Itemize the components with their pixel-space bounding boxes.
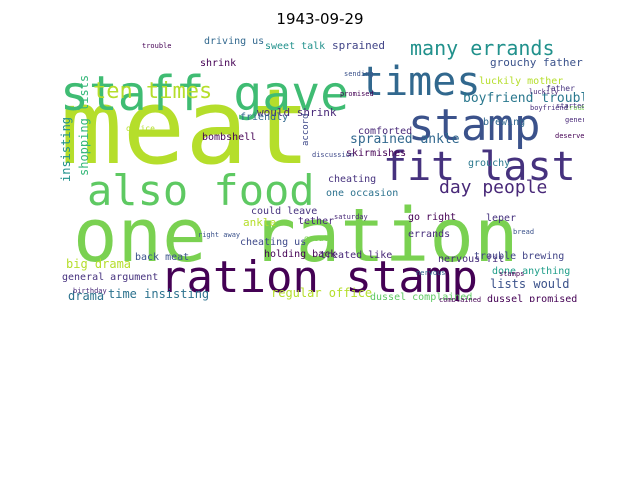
cloud-word: promised: [340, 90, 374, 98]
cloud-word: deserve: [555, 132, 584, 140]
cloud-word: ankle: [243, 216, 276, 229]
cloud-word: father: [546, 84, 575, 93]
cloud-word: bombshell: [202, 132, 256, 143]
cloud-word: friendly: [240, 112, 288, 123]
cloud-word: dussel promised: [487, 294, 577, 302]
cloud-word: grouchy father: [490, 56, 583, 69]
cloud-word: meat: [60, 66, 310, 188]
cloud-word: would shrink: [257, 106, 337, 119]
cloud-word: complained: [439, 296, 481, 302]
cloud-word: many errands: [410, 36, 555, 60]
cloud-word: day people: [439, 177, 547, 198]
cloud-word: time insisting: [108, 287, 209, 301]
cloud-word: ten times: [93, 79, 212, 104]
cloud-word: one ration: [73, 193, 519, 279]
cloud-word: treated like: [320, 250, 392, 261]
cloud-word: general argument: [62, 272, 158, 283]
cloud-word: lists would: [490, 277, 569, 291]
cloud-word: skirmishes: [346, 148, 406, 159]
cloud-word: cheating: [328, 174, 376, 185]
cloud-word: shopping lists: [77, 75, 91, 176]
cloud-word: sprained: [332, 39, 385, 52]
cloud-word: times: [360, 59, 480, 105]
cloud-word: luckily mother: [479, 76, 563, 87]
cloud-word: nervous: [416, 269, 446, 277]
cloud-word: trouble brewing: [474, 251, 564, 262]
cloud-word: sending: [344, 70, 374, 78]
cloud-word: holding back: [264, 249, 336, 260]
cloud-word: driving us: [204, 36, 264, 47]
cloud-word: sweet talk: [265, 41, 325, 52]
cloud-word: dussel complained: [370, 292, 472, 302]
cloud-word: stamps: [499, 270, 524, 278]
cloud-word: tether: [298, 216, 334, 227]
cloud-word: bread: [513, 228, 534, 236]
cloud-word: big drama: [66, 257, 131, 271]
cloud-word: errands: [408, 229, 450, 240]
cloud-word: grouchy: [468, 158, 510, 169]
cloud-word: regular office: [271, 286, 372, 300]
cloud-word: comforted: [358, 126, 412, 137]
cloud-word: staff gave: [60, 66, 349, 122]
cloud-word: sprained ankle: [350, 132, 460, 147]
page-title: 1943-09-29: [276, 10, 364, 28]
cloud-word: saturday: [334, 213, 368, 221]
cloud-word: started: [556, 102, 584, 110]
cloud-word: great: [304, 234, 328, 243]
cloud-word: discussion: [312, 151, 354, 159]
cloud-word: shrink: [200, 58, 236, 69]
cloud-word: luckily: [529, 88, 559, 96]
cloud-word: stamp: [408, 100, 540, 151]
cloud-word: office: [126, 124, 155, 133]
cloud-word: ration stamp: [160, 252, 478, 302]
cloud-word: cheating us: [240, 237, 306, 248]
cloud-word: birthday: [73, 287, 107, 295]
cloud-word: leper: [486, 213, 516, 224]
cloud-word: accord: [301, 113, 311, 146]
cloud-word: back meat: [135, 252, 189, 263]
cloud-word: go right: [408, 212, 456, 223]
cloud-word: boyfriend: [530, 104, 568, 112]
cloud-word: general: [565, 116, 584, 124]
cloud-word: one occasion: [326, 188, 398, 199]
cloud-word: also food: [87, 166, 315, 215]
cloud-word: done anything: [492, 266, 570, 277]
cloud-word: drama: [68, 289, 104, 302]
cloud-word: fit last: [383, 144, 576, 190]
cloud-word: could leave: [251, 206, 317, 217]
cloud-word: right away: [198, 231, 240, 239]
cloud-word: trouble: [142, 42, 172, 50]
cloud-word: brewing: [483, 117, 525, 128]
cloud-word: insisting: [59, 117, 73, 182]
cloud-word: nervous fit: [438, 254, 504, 265]
